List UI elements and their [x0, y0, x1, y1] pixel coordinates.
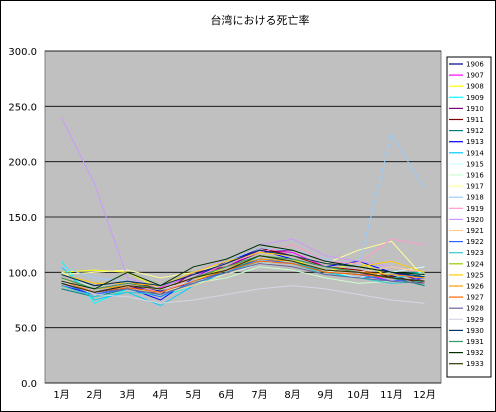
legend-label: 1912 — [466, 127, 484, 135]
legend-item: 1929 — [449, 316, 484, 324]
legend-label: 1911 — [466, 116, 484, 124]
legend-label: 1928 — [466, 305, 484, 313]
legend-label: 1921 — [466, 227, 484, 235]
legend-label: 1916 — [466, 172, 484, 180]
legend-item: 1906 — [449, 61, 484, 69]
x-tick-label: 2月 — [86, 389, 102, 401]
series-line-1932 — [61, 244, 425, 290]
x-tick-label: 9月 — [317, 389, 333, 401]
legend-item: 1925 — [449, 271, 484, 279]
x-tick-label: 7月 — [251, 389, 267, 401]
y-tick-label: 0.0 — [21, 379, 37, 390]
legend-label: 1906 — [466, 61, 484, 69]
legend-item: 1930 — [449, 327, 484, 335]
legend-box — [446, 56, 492, 378]
series-lines — [61, 117, 425, 307]
legend-label: 1926 — [466, 283, 484, 291]
legend-item: 1926 — [449, 283, 484, 291]
legend-label: 1908 — [466, 83, 484, 91]
series-line-1928 — [61, 262, 425, 296]
legend-label: 1918 — [466, 194, 484, 202]
legend-label: 1907 — [466, 72, 484, 80]
legend-item: 1918 — [449, 194, 484, 202]
legend-item: 1933 — [449, 360, 484, 368]
series-line-1929 — [61, 280, 425, 304]
legend-label: 1910 — [466, 105, 484, 113]
x-tick-label: 11月 — [380, 389, 403, 401]
y-tick-label: 150.0 — [8, 213, 37, 224]
legend-label: 1925 — [466, 271, 484, 279]
legend-item: 1932 — [449, 349, 484, 357]
legend-label: 1927 — [466, 294, 484, 302]
legend-item: 1909 — [449, 94, 484, 102]
legend-item: 1917 — [449, 183, 484, 191]
x-tick-label: 5月 — [185, 389, 201, 401]
legend: 1906 1907 1908 1909 1910 1911 1912 1913 1914 1915… — [449, 61, 484, 368]
y-tick-label: 250.0 — [8, 102, 37, 113]
legend-item: 1924 — [449, 260, 484, 268]
series-line-1933 — [61, 255, 425, 293]
series-line-1918 — [61, 132, 425, 287]
legend-label: 1922 — [466, 238, 484, 246]
legend-label: 1932 — [466, 349, 484, 357]
y-tick-label: 200.0 — [8, 158, 37, 169]
legend-item: 1916 — [449, 172, 484, 180]
legend-item: 1910 — [449, 105, 484, 113]
legend-label: 1913 — [466, 138, 484, 146]
legend-label: 1919 — [466, 205, 484, 213]
legend-label: 1929 — [466, 316, 484, 324]
legend-item: 1920 — [449, 216, 484, 224]
legend-label: 1930 — [466, 327, 484, 335]
x-tick-label: 12月 — [413, 389, 436, 401]
x-tick-label: 8月 — [284, 389, 300, 401]
legend-label: 1933 — [466, 360, 484, 368]
legend-label: 1915 — [466, 160, 484, 168]
x-tick-label: 3月 — [119, 389, 135, 401]
y-axis-ticks: 0.0 50.0 100.0 150.0 200.0 250.0 300.0 — [8, 47, 37, 390]
legend-item: 1919 — [449, 205, 484, 213]
y-tick-label: 300.0 — [8, 47, 37, 58]
x-tick-label: 6月 — [218, 389, 234, 401]
legend-label: 1914 — [466, 149, 484, 157]
legend-label: 1931 — [466, 338, 484, 346]
legend-item: 1928 — [449, 305, 484, 313]
legend-item: 1921 — [449, 227, 484, 235]
legend-item: 1912 — [449, 127, 484, 135]
legend-label: 1909 — [466, 94, 484, 102]
legend-label: 1923 — [466, 249, 484, 257]
legend-label: 1917 — [466, 183, 484, 191]
y-tick-label: 100.0 — [8, 268, 37, 279]
legend-item: 1907 — [449, 72, 484, 80]
legend-item: 1923 — [449, 249, 484, 257]
legend-label: 1924 — [466, 260, 484, 268]
legend-item: 1931 — [449, 338, 484, 346]
legend-item: 1915 — [449, 160, 484, 168]
y-tick-label: 50.0 — [15, 324, 37, 335]
legend-label: 1920 — [466, 216, 484, 224]
legend-item: 1911 — [449, 116, 484, 124]
legend-item: 1913 — [449, 138, 484, 146]
x-axis-ticks: 1月 2月 3月 4月 5月 6月 7月 8月 9月 10月 11月 12月 — [53, 389, 436, 401]
x-tick-label: 10月 — [347, 389, 370, 401]
x-tick-label: 4月 — [152, 389, 168, 401]
legend-item: 1908 — [449, 83, 484, 91]
legend-item: 1914 — [449, 149, 484, 157]
grid-lines — [45, 50, 441, 384]
chart-title: 台湾における死亡率 — [211, 13, 310, 27]
legend-item: 1922 — [449, 238, 484, 246]
legend-item: 1927 — [449, 294, 484, 302]
x-tick-label: 1月 — [53, 389, 69, 401]
series-line-1927 — [61, 260, 425, 293]
